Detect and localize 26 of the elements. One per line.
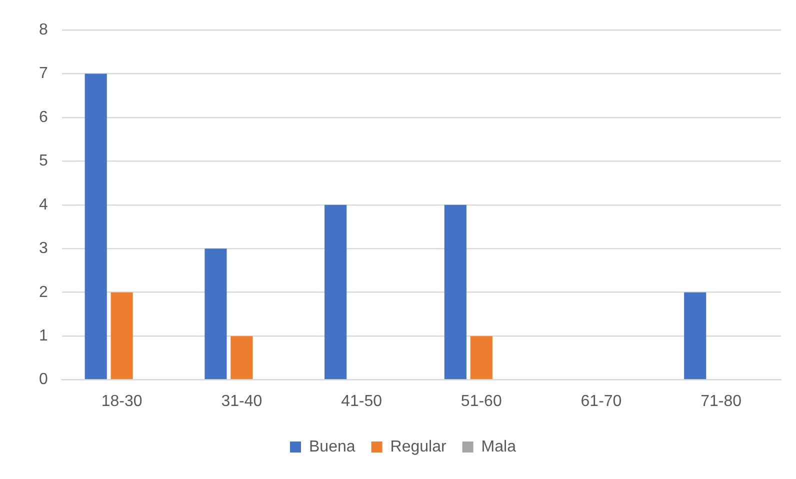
legend-label: Buena bbox=[309, 438, 356, 456]
x-tick-label: 18-30 bbox=[101, 392, 142, 410]
bar bbox=[444, 204, 466, 380]
x-tick-label: 71-80 bbox=[700, 392, 742, 410]
bar bbox=[324, 204, 347, 380]
x-tick-label: 41-50 bbox=[341, 392, 382, 410]
y-tick-label: 1 bbox=[38, 327, 48, 344]
y-tick-label: 7 bbox=[38, 65, 48, 82]
y-tick-label: 6 bbox=[38, 108, 48, 126]
legend-label: Mala bbox=[481, 438, 516, 456]
y-tick-label: 4 bbox=[38, 196, 48, 214]
bar bbox=[110, 292, 133, 380]
y-tick-label: 2 bbox=[38, 284, 48, 301]
bar bbox=[470, 336, 492, 380]
y-tick-label: 5 bbox=[38, 152, 48, 170]
x-tick-label: 31-40 bbox=[221, 392, 262, 410]
y-tick-label: 8 bbox=[38, 21, 48, 38]
bar bbox=[204, 248, 227, 380]
bar bbox=[230, 336, 253, 380]
x-tick-label: 61-70 bbox=[580, 392, 622, 410]
x-tick-label: 51-60 bbox=[460, 392, 502, 410]
y-tick-label: 0 bbox=[38, 371, 48, 388]
legend-label: Regular bbox=[390, 438, 447, 456]
bar bbox=[684, 292, 706, 380]
bar bbox=[84, 74, 107, 380]
y-tick-label: 3 bbox=[38, 240, 48, 258]
